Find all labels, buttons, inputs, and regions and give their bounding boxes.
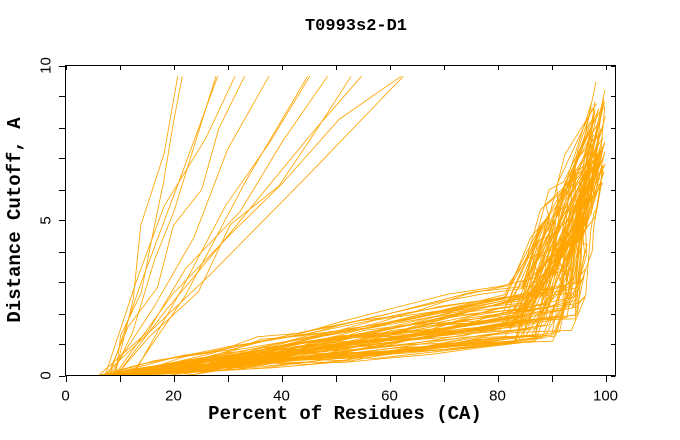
svg-text:Percent of Residues (CA): Percent of Residues (CA) — [208, 403, 482, 425]
svg-text:80: 80 — [489, 388, 506, 405]
svg-text:20: 20 — [165, 388, 182, 405]
svg-text:5: 5 — [38, 216, 55, 224]
svg-text:Distance Cutoff, A: Distance Cutoff, A — [4, 117, 26, 323]
svg-text:60: 60 — [381, 388, 398, 405]
svg-text:100: 100 — [593, 388, 618, 405]
svg-text:0: 0 — [38, 371, 55, 379]
svg-text:10: 10 — [38, 57, 55, 74]
svg-text:40: 40 — [273, 388, 290, 405]
svg-text:T0993s2-D1: T0993s2-D1 — [305, 17, 407, 36]
svg-text:0: 0 — [61, 388, 69, 405]
